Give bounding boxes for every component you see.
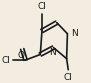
Text: N: N [49, 48, 56, 57]
Text: Cl: Cl [64, 73, 73, 82]
Text: O: O [18, 51, 25, 60]
Text: Cl: Cl [37, 2, 46, 11]
Text: N: N [71, 29, 77, 38]
Text: Cl: Cl [2, 56, 11, 65]
